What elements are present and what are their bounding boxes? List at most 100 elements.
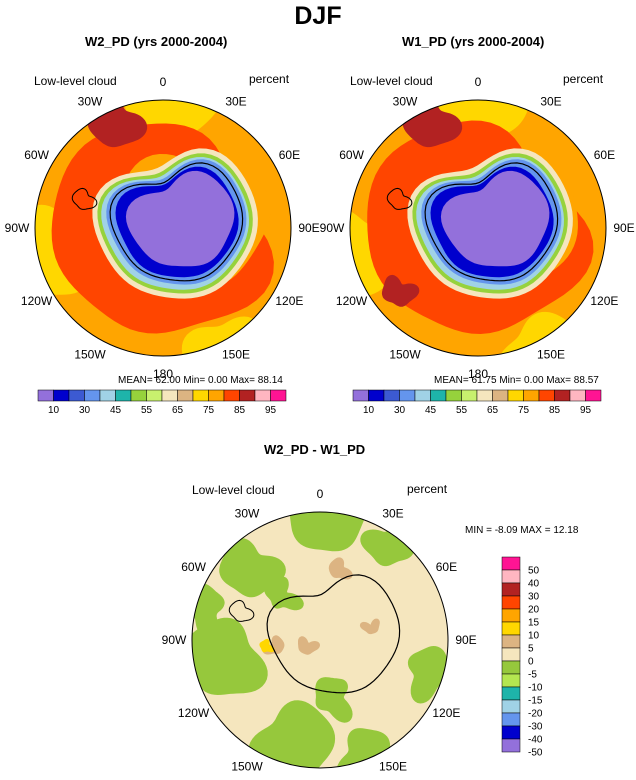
panel-1-lon-label-0: 0 bbox=[160, 75, 167, 89]
panel-1-lon-label-1: 30E bbox=[225, 95, 246, 109]
panel-2-title: W1_PD (yrs 2000-2004) bbox=[402, 34, 545, 49]
panel-2-lon-label-8: 120W bbox=[336, 294, 368, 308]
diff-positive-patch-0 bbox=[328, 557, 353, 580]
cbar1-box-9 bbox=[177, 389, 194, 402]
cbar1-box-8 bbox=[161, 389, 178, 402]
antarctica-interior bbox=[125, 170, 235, 267]
cbar2-box-8 bbox=[476, 389, 493, 402]
cbar2-box-15 bbox=[585, 389, 602, 402]
cbar1-label-7: 95 bbox=[265, 405, 277, 416]
diff-panel-lon-label-7: 150W bbox=[231, 759, 263, 773]
panel-1-map bbox=[34, 99, 292, 357]
panel-2-lon-label-5: 150E bbox=[537, 347, 565, 361]
diff-cbar-box-4 bbox=[501, 608, 521, 623]
diff-cbar-box-7 bbox=[501, 647, 521, 662]
cbar1-box-2 bbox=[68, 389, 85, 402]
cbar1-label-1: 30 bbox=[79, 405, 91, 416]
cbar2-label-0: 10 bbox=[363, 405, 375, 416]
diff-panel-lon-label-8: 120W bbox=[178, 706, 210, 720]
cbar1-box-6 bbox=[130, 389, 147, 402]
cbar1-box-13 bbox=[239, 389, 256, 402]
diff-cbar-box-11 bbox=[501, 699, 521, 714]
yellow-north-region bbox=[123, 100, 223, 140]
diff-panel-lon-label-0: 0 bbox=[317, 487, 324, 501]
diff-negative-patch-9 bbox=[264, 576, 304, 611]
panel-1-lon-label-7: 150W bbox=[74, 347, 106, 361]
diff-positive-patch-2 bbox=[359, 618, 380, 635]
diff-panel-title: W2_PD - W1_PD bbox=[264, 442, 366, 457]
cbar2-label-4: 65 bbox=[487, 405, 499, 416]
panel-2-lon-label-10: 60W bbox=[339, 148, 364, 162]
cbar2-label-2: 45 bbox=[425, 405, 437, 416]
cbar1-box-11 bbox=[208, 389, 225, 402]
cbar1-label-3: 55 bbox=[141, 405, 153, 416]
panel-1-title: W2_PD (yrs 2000-2004) bbox=[85, 34, 228, 49]
south-america-coastline bbox=[386, 187, 413, 210]
cbar1-box-7 bbox=[146, 389, 163, 402]
cbar2-label-1: 30 bbox=[394, 405, 406, 416]
diff-positive-patch-1 bbox=[298, 636, 320, 655]
diff-negative-patch-2 bbox=[289, 512, 367, 552]
panel-1-lon-label-4: 120E bbox=[275, 294, 303, 308]
diff-cbar-box-3 bbox=[501, 595, 521, 610]
cbar1-label-2: 45 bbox=[110, 405, 122, 416]
panel-1-lon-label-5: 150E bbox=[222, 347, 250, 361]
cbar2-box-10 bbox=[507, 389, 524, 402]
diff-south-america-coastline bbox=[228, 599, 255, 622]
cbar1-box-12 bbox=[223, 389, 240, 402]
south-america-coastline bbox=[71, 187, 98, 210]
cbar1-box-5 bbox=[115, 389, 132, 402]
cbar2-label-3: 55 bbox=[456, 405, 468, 416]
diff-cbar-label-8: -5 bbox=[528, 670, 537, 681]
diff-panel-lon-label-9: 90W bbox=[162, 633, 187, 647]
panel-2-lon-label-9: 90W bbox=[320, 221, 345, 235]
cbar2-box-5 bbox=[430, 389, 447, 402]
cbar1-label-6: 85 bbox=[234, 405, 246, 416]
panel-1-layers bbox=[35, 100, 291, 356]
panel-2-border bbox=[349, 99, 607, 357]
panel-2-lon-label-1: 30E bbox=[540, 95, 561, 109]
diff-panel-lon-label-5: 150E bbox=[379, 759, 407, 773]
diff-cbar-label-12: -30 bbox=[528, 722, 543, 733]
cbar2-box-9 bbox=[492, 389, 509, 402]
cbar1-label-5: 75 bbox=[203, 405, 215, 416]
diff-cbar-box-6 bbox=[501, 634, 521, 649]
diff-cbar-box-1 bbox=[501, 569, 521, 584]
diff-antarctica-coastline bbox=[266, 574, 401, 694]
cbar2-box-3 bbox=[399, 389, 416, 402]
diff-cbar-label-7: 0 bbox=[528, 657, 534, 668]
cbar1-box-14 bbox=[254, 389, 271, 402]
cbar1-box-10 bbox=[192, 389, 209, 402]
panel-2-stats: MEAN= 61.75 Min= 0.00 Max= 88.57 bbox=[434, 375, 599, 386]
diff-cbar-label-2: 30 bbox=[528, 592, 540, 603]
diff-cbar-box-14 bbox=[501, 738, 521, 753]
diff-cbar-label-1: 40 bbox=[528, 579, 540, 590]
cbar2-box-11 bbox=[523, 389, 540, 402]
cbar2-box-13 bbox=[554, 389, 571, 402]
diff-panel-lon-label-1: 30E bbox=[382, 507, 403, 521]
diff-cbar-box-12 bbox=[501, 712, 521, 727]
panel-1-variable-label: Low-level cloud bbox=[34, 74, 117, 88]
panel-2-variable-label: Low-level cloud bbox=[350, 74, 433, 88]
cbar2-label-5: 75 bbox=[518, 405, 530, 416]
diff-cbar-box-2 bbox=[501, 582, 521, 597]
diff-cbar-label-10: -15 bbox=[528, 696, 543, 707]
diff-panel-lon-label-10: 60W bbox=[181, 560, 206, 574]
panel-1-lon-label-3: 90E bbox=[298, 221, 319, 235]
cbar2-box-12 bbox=[538, 389, 555, 402]
cbar2-box-7 bbox=[461, 389, 478, 402]
diff-panel-lon-label-2: 60E bbox=[436, 560, 457, 574]
diff-panel-lon-label-11: 30W bbox=[235, 507, 260, 521]
cbar1-box-0 bbox=[37, 389, 54, 402]
panel-2-lon-label-11: 30W bbox=[393, 95, 418, 109]
diff-negative-patch-1 bbox=[219, 538, 286, 598]
panel-1-lon-label-9: 90W bbox=[5, 221, 30, 235]
diff-negative-patch-6 bbox=[407, 646, 448, 704]
diff-cbar-box-5 bbox=[501, 621, 521, 636]
diff-cbar-box-9 bbox=[501, 673, 521, 688]
diff-panel-border bbox=[191, 511, 449, 769]
diff-strong-patch bbox=[259, 638, 275, 653]
cbar2-label-7: 95 bbox=[580, 405, 592, 416]
diff-cbar-box-13 bbox=[501, 725, 521, 740]
